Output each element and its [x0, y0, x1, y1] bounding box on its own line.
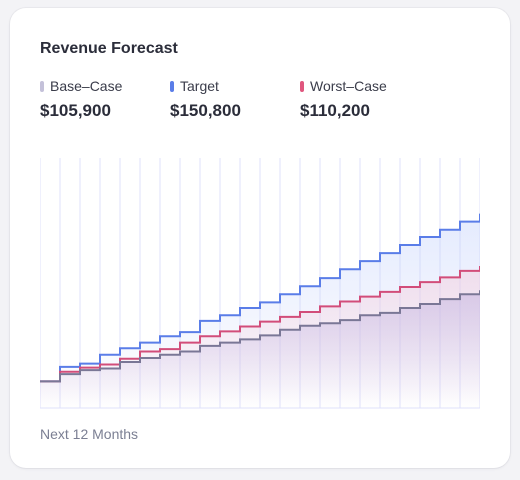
series-line-base-case — [40, 290, 480, 383]
legend-swatch-base-case — [40, 80, 44, 92]
legend-value-worst-case: $110,200 — [300, 101, 370, 120]
series-line-target — [40, 213, 480, 383]
legend-label-worst-case: Worst–Case — [310, 78, 387, 94]
legend-swatch-target — [170, 80, 174, 92]
revenue-forecast-card: Revenue Forecast Base–Case $105,900 Targ… — [10, 8, 510, 468]
x-axis-label: Next 12 Months — [40, 426, 139, 442]
legend-label-target: Target — [180, 78, 219, 94]
chart-title: Revenue Forecast — [40, 40, 178, 57]
legend-label-base-case: Base–Case — [50, 78, 123, 94]
revenue-step-chart — [40, 158, 480, 409]
legend-swatch-worst-case — [300, 80, 304, 92]
legend-item-base-case: Base–Case $105,900 — [40, 78, 122, 121]
legend-item-target: Target $150,800 — [170, 78, 241, 121]
legend-value-target: $150,800 — [170, 101, 241, 120]
legend-item-worst-case: Worst–Case $110,200 — [300, 78, 387, 121]
series-area-base-case — [40, 290, 480, 408]
legend-value-base-case: $105,900 — [40, 101, 111, 120]
